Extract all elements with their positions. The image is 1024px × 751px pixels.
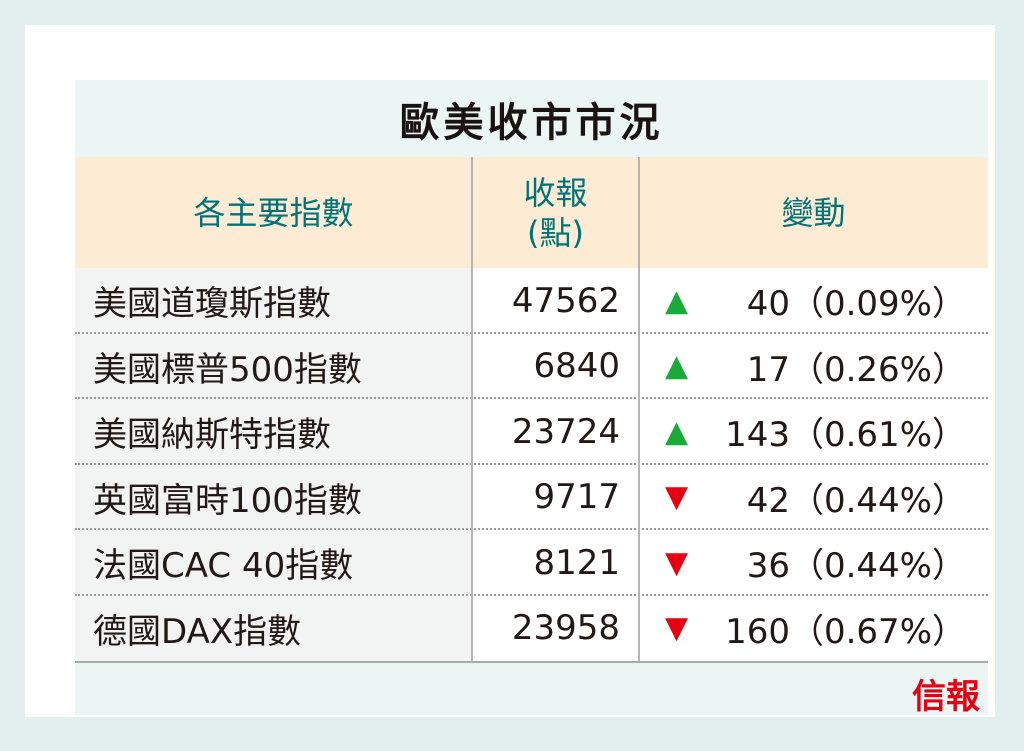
close-value: 6840 <box>533 346 620 387</box>
row-divider <box>75 528 988 530</box>
table-row: 美國納斯特指數 23724 ▲ 143（0.61%） <box>75 399 988 465</box>
index-name: 英國富時100指數 <box>75 464 472 530</box>
change-value: 40（0.09%） <box>746 284 966 325</box>
table-title: 歐美收市市況 <box>75 80 988 157</box>
close-value: 23958 <box>511 608 620 649</box>
index-name: 德國DAX指數 <box>75 595 472 661</box>
header-index: 各主要指數 <box>193 193 354 232</box>
row-divider <box>75 462 988 465</box>
market-table: 歐美收市市況 各主要指數 收報 (點) 變動 美國道瓊斯指數 47562 ▲ 4… <box>75 80 988 717</box>
index-name: 美國納斯特指數 <box>75 399 472 465</box>
change-value: 36（0.44%） <box>746 546 966 587</box>
header-close-line1: 收報 <box>523 173 588 212</box>
table-row: 美國道瓊斯指數 47562 ▲ 40（0.09%） <box>75 268 988 334</box>
table-row: 法國CAC 40指數 8121 ▼ 36（0.44%） <box>75 530 988 596</box>
index-name: 法國CAC 40指數 <box>75 530 472 596</box>
table-row: 美國標普500指數 6840 ▲ 17（0.26%） <box>75 333 988 399</box>
down-arrow-icon: ▼ <box>665 610 689 646</box>
header-change: 變動 <box>781 193 846 232</box>
header-close-line2: (點) <box>527 213 584 252</box>
up-arrow-icon: ▲ <box>665 283 689 319</box>
change-value: 160（0.67%） <box>725 611 966 652</box>
logo: 信報 <box>912 677 980 717</box>
header-close: 收報 (點) <box>472 157 639 268</box>
index-name: 美國道瓊斯指數 <box>75 268 472 334</box>
change-value: 143（0.61%） <box>725 415 966 456</box>
index-name: 美國標普500指數 <box>75 333 472 399</box>
down-arrow-icon: ▼ <box>665 545 689 581</box>
up-arrow-icon: ▲ <box>665 348 689 384</box>
change-value: 42（0.44%） <box>746 480 966 521</box>
row-divider <box>75 593 988 596</box>
footer: 信報 <box>75 661 988 717</box>
row-divider <box>75 331 988 334</box>
column-divider <box>471 157 473 661</box>
close-value: 8121 <box>533 542 620 583</box>
up-arrow-icon: ▲ <box>665 414 689 450</box>
table-row: 英國富時100指數 9717 ▼ 42（0.44%） <box>75 464 988 530</box>
close-value: 47562 <box>511 280 620 321</box>
close-value: 23724 <box>511 411 620 452</box>
close-value: 9717 <box>533 477 620 518</box>
change-value: 17（0.26%） <box>746 349 966 390</box>
table-header: 各主要指數 收報 (點) 變動 <box>75 157 988 268</box>
down-arrow-icon: ▼ <box>665 479 689 515</box>
column-divider <box>638 157 640 661</box>
row-divider <box>75 397 988 399</box>
table-row: 德國DAX指數 23958 ▼ 160（0.67%） <box>75 595 988 661</box>
card: 歐美收市市況 各主要指數 收報 (點) 變動 美國道瓊斯指數 47562 ▲ 4… <box>25 25 995 717</box>
